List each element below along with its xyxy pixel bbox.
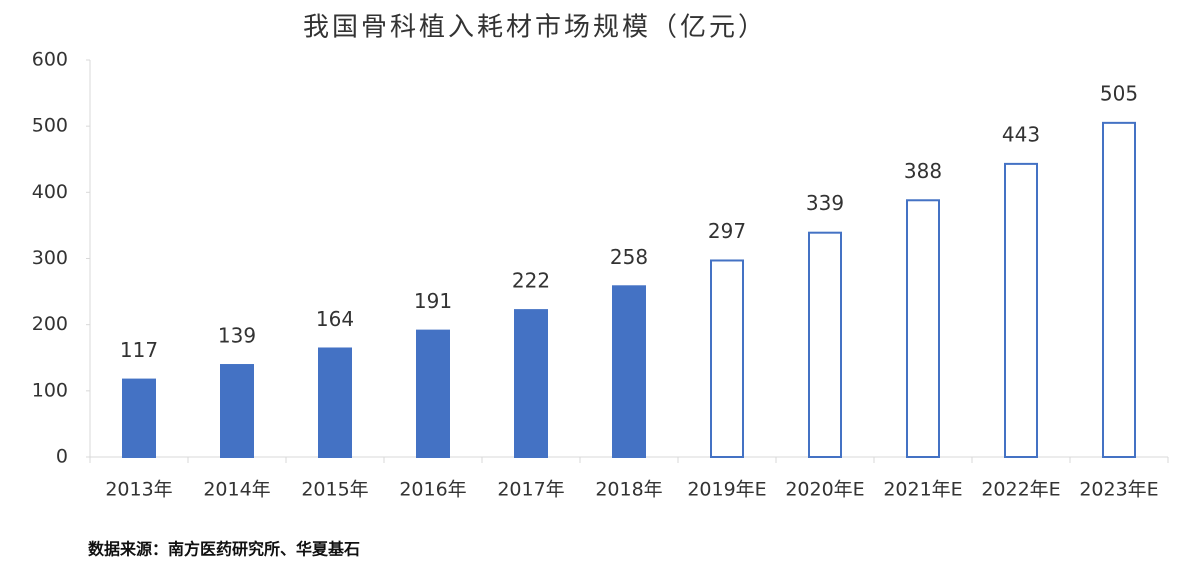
data-label: 117: [120, 338, 158, 362]
x-tick-label: 2013年: [105, 479, 172, 501]
bar: [1102, 121, 1136, 458]
x-tick-label: 2020年E: [785, 479, 864, 501]
bar: [416, 329, 450, 459]
bar: [1004, 162, 1038, 459]
x-tick-label: 2016年: [399, 479, 466, 501]
source-note: 数据来源：南方医药研究所、华夏基石: [88, 540, 360, 559]
bar: [514, 309, 548, 458]
y-tick-label: 100: [32, 379, 68, 401]
bar: [122, 378, 156, 458]
data-label: 164: [316, 307, 354, 331]
bar: [220, 364, 254, 458]
x-tick-label: 2023年E: [1079, 479, 1158, 501]
y-tick-label: 0: [56, 446, 68, 468]
x-tick-label: 2022年E: [981, 479, 1060, 501]
bar: [808, 231, 842, 458]
data-label: 443: [1002, 122, 1040, 146]
x-tick-label: 2015年: [301, 479, 368, 501]
y-tick-label: 600: [32, 49, 68, 71]
data-label: 191: [414, 289, 452, 313]
data-label: 222: [512, 269, 550, 293]
data-label: 339: [806, 191, 844, 215]
bar: [318, 347, 352, 458]
x-tick-label: 2021年E: [883, 479, 962, 501]
y-tick-label: 400: [32, 181, 68, 203]
y-tick-label: 300: [32, 247, 68, 269]
x-tick-label: 2014年: [203, 479, 270, 501]
bar: [906, 199, 940, 458]
y-tick-label: 200: [32, 313, 68, 335]
x-tick-label: 2018年: [595, 479, 662, 501]
bar: [710, 259, 744, 458]
x-tick-label: 2019年E: [687, 479, 766, 501]
chart-title: 我国骨科植入耗材市场规模（亿元）: [303, 13, 767, 43]
data-label: 258: [610, 245, 648, 269]
data-label: 297: [708, 219, 746, 243]
data-label: 505: [1100, 81, 1138, 105]
y-tick-label: 500: [32, 115, 68, 137]
data-label: 139: [218, 324, 256, 348]
data-label: 388: [904, 159, 942, 183]
bar: [612, 285, 646, 459]
x-tick-label: 2017年: [497, 479, 564, 501]
